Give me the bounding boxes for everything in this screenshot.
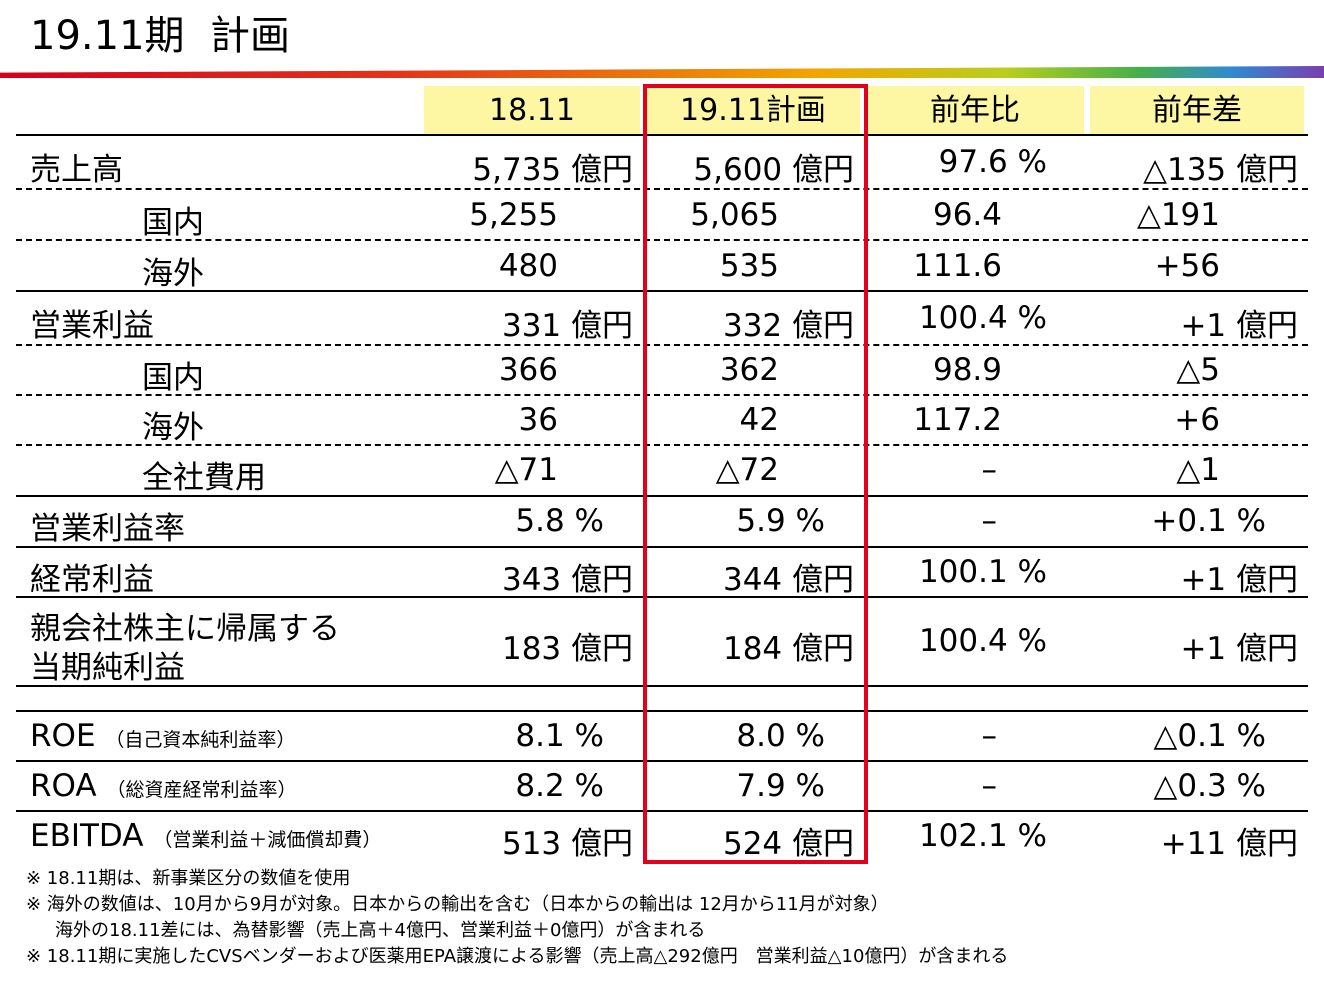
table-rule <box>16 710 1308 712</box>
cell-sales-domestic-plan: 5,065 <box>690 197 779 233</box>
cell-ebitda-yoy-ratio: 102.1 % <box>918 818 1047 854</box>
cell-oi-domestic-yoy-ratio: 98.9 <box>932 352 1002 388</box>
column-header-yoy-diff: 前年差 <box>1090 86 1304 134</box>
cell-margin-18-11: 5.8 % <box>515 503 604 539</box>
cell-roe-yoy-ratio: – <box>981 718 998 754</box>
cell-sales-overseas-yoy-diff: +56 <box>1154 248 1220 284</box>
cell-sales-plan: 5,600 億円 <box>693 152 854 188</box>
cell-oi-overseas-18-11: 36 <box>518 402 558 438</box>
row-label-net-income-line2: 当期純利益 <box>30 650 185 686</box>
roa-label: ROA <box>30 768 97 804</box>
cell-roa-18-11: 8.2 % <box>515 768 604 804</box>
cell-ordinary-yoy-ratio: 100.1 % <box>918 554 1047 590</box>
row-label-operating-income: 営業利益 <box>30 308 154 344</box>
row-label-roe: ROE （自己資本純利益率） <box>30 718 295 754</box>
cell-sales-yoy-ratio: 97.6 % <box>938 144 1047 180</box>
column-header-18-11: 18.11 <box>424 86 640 134</box>
footnote-2: ※ 海外の数値は、10月から9月が対象。日本からの輸出を含む（日本からの輸出は … <box>26 894 889 915</box>
row-label-oi-domestic: 国内 <box>142 360 204 396</box>
cell-oi-overseas-yoy-ratio: 117.2 <box>913 402 1002 438</box>
cell-roa-yoy-diff: △0.3 % <box>1153 768 1266 804</box>
cell-ebitda-plan: 524 億円 <box>722 826 854 862</box>
table-rule <box>16 760 1308 762</box>
cell-corporate-18-11: △71 <box>494 452 558 488</box>
cell-roe-18-11: 8.1 % <box>515 718 604 754</box>
table-rule <box>16 444 1308 446</box>
ebitda-sub-label: （営業利益＋減価償却費） <box>153 829 382 851</box>
cell-ordinary-yoy-diff: +1 億円 <box>1180 562 1298 598</box>
table-rule <box>16 495 1308 497</box>
cell-oi-yoy-ratio: 100.4 % <box>918 300 1047 336</box>
row-label-operating-margin: 営業利益率 <box>30 511 185 547</box>
table-rule <box>16 290 1308 292</box>
table-rule <box>16 685 1308 687</box>
cell-net-income-yoy-ratio: 100.4 % <box>918 623 1047 659</box>
cell-roa-yoy-ratio: – <box>981 768 998 804</box>
table-rule <box>16 810 1308 812</box>
table-rule <box>16 239 1308 241</box>
cell-sales-overseas-plan: 535 <box>719 248 779 284</box>
row-label-sales-domestic: 国内 <box>142 205 204 241</box>
roe-sub-label: （自己資本純利益率） <box>105 729 296 751</box>
cell-sales-overseas-18-11: 480 <box>498 248 558 284</box>
table-rule <box>16 344 1308 346</box>
cell-oi-plan: 332 億円 <box>722 308 854 344</box>
roa-sub-label: （総資産経常利益率） <box>106 779 297 801</box>
cell-margin-yoy-ratio: – <box>981 503 998 539</box>
table-rule <box>16 188 1308 190</box>
cell-margin-plan: 5.9 % <box>736 503 825 539</box>
cell-sales-18-11: 5,735 億円 <box>472 152 633 188</box>
cell-oi-overseas-plan: 42 <box>739 402 779 438</box>
rainbow-divider <box>0 66 1324 78</box>
table-rule <box>16 394 1308 396</box>
cell-net-income-plan: 184 億円 <box>722 631 854 667</box>
footnote-2-continued: 海外の18.11差には、為替影響（売上高＋4億円、営業利益＋0億円）が含まれる <box>55 920 706 941</box>
cell-sales-domestic-18-11: 5,255 <box>469 197 558 233</box>
cell-ebitda-18-11: 513 億円 <box>501 826 633 862</box>
table-rule <box>16 546 1308 548</box>
row-label-ebitda: EBITDA （営業利益＋減価償却費） <box>30 818 381 854</box>
ebitda-label: EBITDA <box>30 818 144 854</box>
cell-corporate-yoy-diff: △1 <box>1176 452 1220 488</box>
cell-roa-plan: 7.9 % <box>736 768 825 804</box>
row-label-oi-overseas: 海外 <box>142 410 204 446</box>
cell-corporate-plan: △72 <box>715 452 779 488</box>
cell-oi-overseas-yoy-diff: +6 <box>1174 402 1220 438</box>
cell-net-income-18-11: 183 億円 <box>501 631 633 667</box>
cell-oi-18-11: 331 億円 <box>501 308 633 344</box>
cell-margin-yoy-diff: +0.1 % <box>1151 503 1266 539</box>
row-label-sales-overseas: 海外 <box>142 256 204 292</box>
cell-oi-domestic-yoy-diff: △5 <box>1176 352 1220 388</box>
cell-ordinary-18-11: 343 億円 <box>501 562 633 598</box>
table-rule <box>16 596 1308 598</box>
row-label-roa: ROA （総資産経常利益率） <box>30 768 296 804</box>
cell-ebitda-yoy-diff: +11 億円 <box>1160 826 1298 862</box>
row-label-net-income-line1: 親会社株主に帰属する <box>30 611 340 647</box>
cell-ordinary-plan: 344 億円 <box>722 562 854 598</box>
table-rule <box>16 134 1308 136</box>
cell-sales-domestic-yoy-diff: △191 <box>1136 197 1220 233</box>
column-header-19-11-plan: 19.11計画 <box>646 86 860 134</box>
cell-roe-yoy-diff: △0.1 % <box>1153 718 1266 754</box>
row-label-corporate-expenses: 全社費用 <box>142 460 266 496</box>
cell-corporate-yoy-ratio: – <box>981 452 998 488</box>
column-header-yoy-ratio: 前年比 <box>866 86 1084 134</box>
cell-oi-domestic-plan: 362 <box>719 352 779 388</box>
cell-net-income-yoy-diff: +1 億円 <box>1180 631 1298 667</box>
cell-oi-domestic-18-11: 366 <box>498 352 558 388</box>
row-label-ordinary-income: 経常利益 <box>30 562 154 598</box>
cell-roe-plan: 8.0 % <box>736 718 825 754</box>
cell-sales-domestic-yoy-ratio: 96.4 <box>932 197 1002 233</box>
plan-column-highlight <box>643 84 868 864</box>
roe-label: ROE <box>30 718 96 754</box>
cell-oi-yoy-diff: +1 億円 <box>1180 308 1298 344</box>
cell-sales-yoy-diff: △135 億円 <box>1143 152 1298 188</box>
footnote-3: ※ 18.11期に実施したCVSベンダーおよび医薬用EPA譲渡による影響（売上高… <box>26 946 1009 967</box>
cell-sales-overseas-yoy-ratio: 111.6 <box>913 248 1002 284</box>
row-label-sales: 売上高 <box>30 152 123 188</box>
page-title: 19.11期 計画 <box>30 13 290 59</box>
footnote-1: ※ 18.11期は、新事業区分の数値を使用 <box>26 868 351 889</box>
